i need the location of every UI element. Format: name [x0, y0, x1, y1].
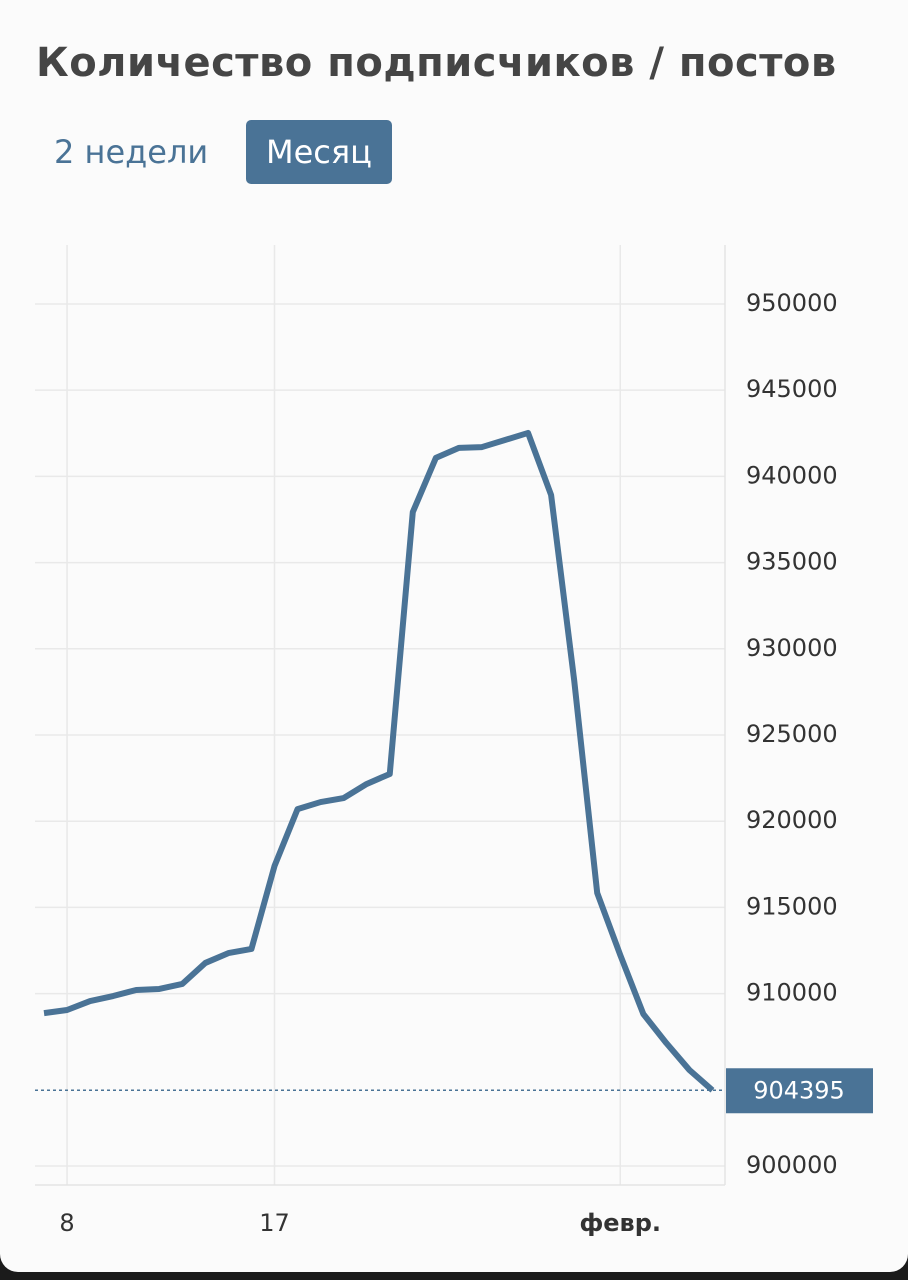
y-tick-label: 915000: [746, 892, 838, 920]
x-tick-label: февр.: [579, 1209, 661, 1237]
title: Количество подписчиков / постов: [36, 40, 837, 86]
y-tick-label: 925000: [746, 720, 838, 748]
y-tick-label: 910000: [746, 979, 838, 1007]
series-line: [43, 429, 715, 1093]
y-tick-label: 945000: [746, 375, 838, 403]
y-tick-label: 900000: [746, 1151, 838, 1179]
y-tick-label: 950000: [746, 289, 838, 317]
y-tick-label: 930000: [746, 634, 838, 662]
x-tick-label: 8: [59, 1209, 74, 1237]
period-button[interactable]: Месяц: [246, 120, 392, 184]
last-value-box: [726, 1068, 873, 1114]
y-tick-label: 940000: [746, 461, 838, 489]
y-tick-label: 935000: [746, 548, 838, 576]
y-tick-label: 920000: [746, 806, 838, 834]
period-button[interactable]: 2 недели: [54, 133, 209, 171]
x-tick-label: 17: [259, 1209, 290, 1237]
last-value-label: 904395: [753, 1076, 845, 1104]
